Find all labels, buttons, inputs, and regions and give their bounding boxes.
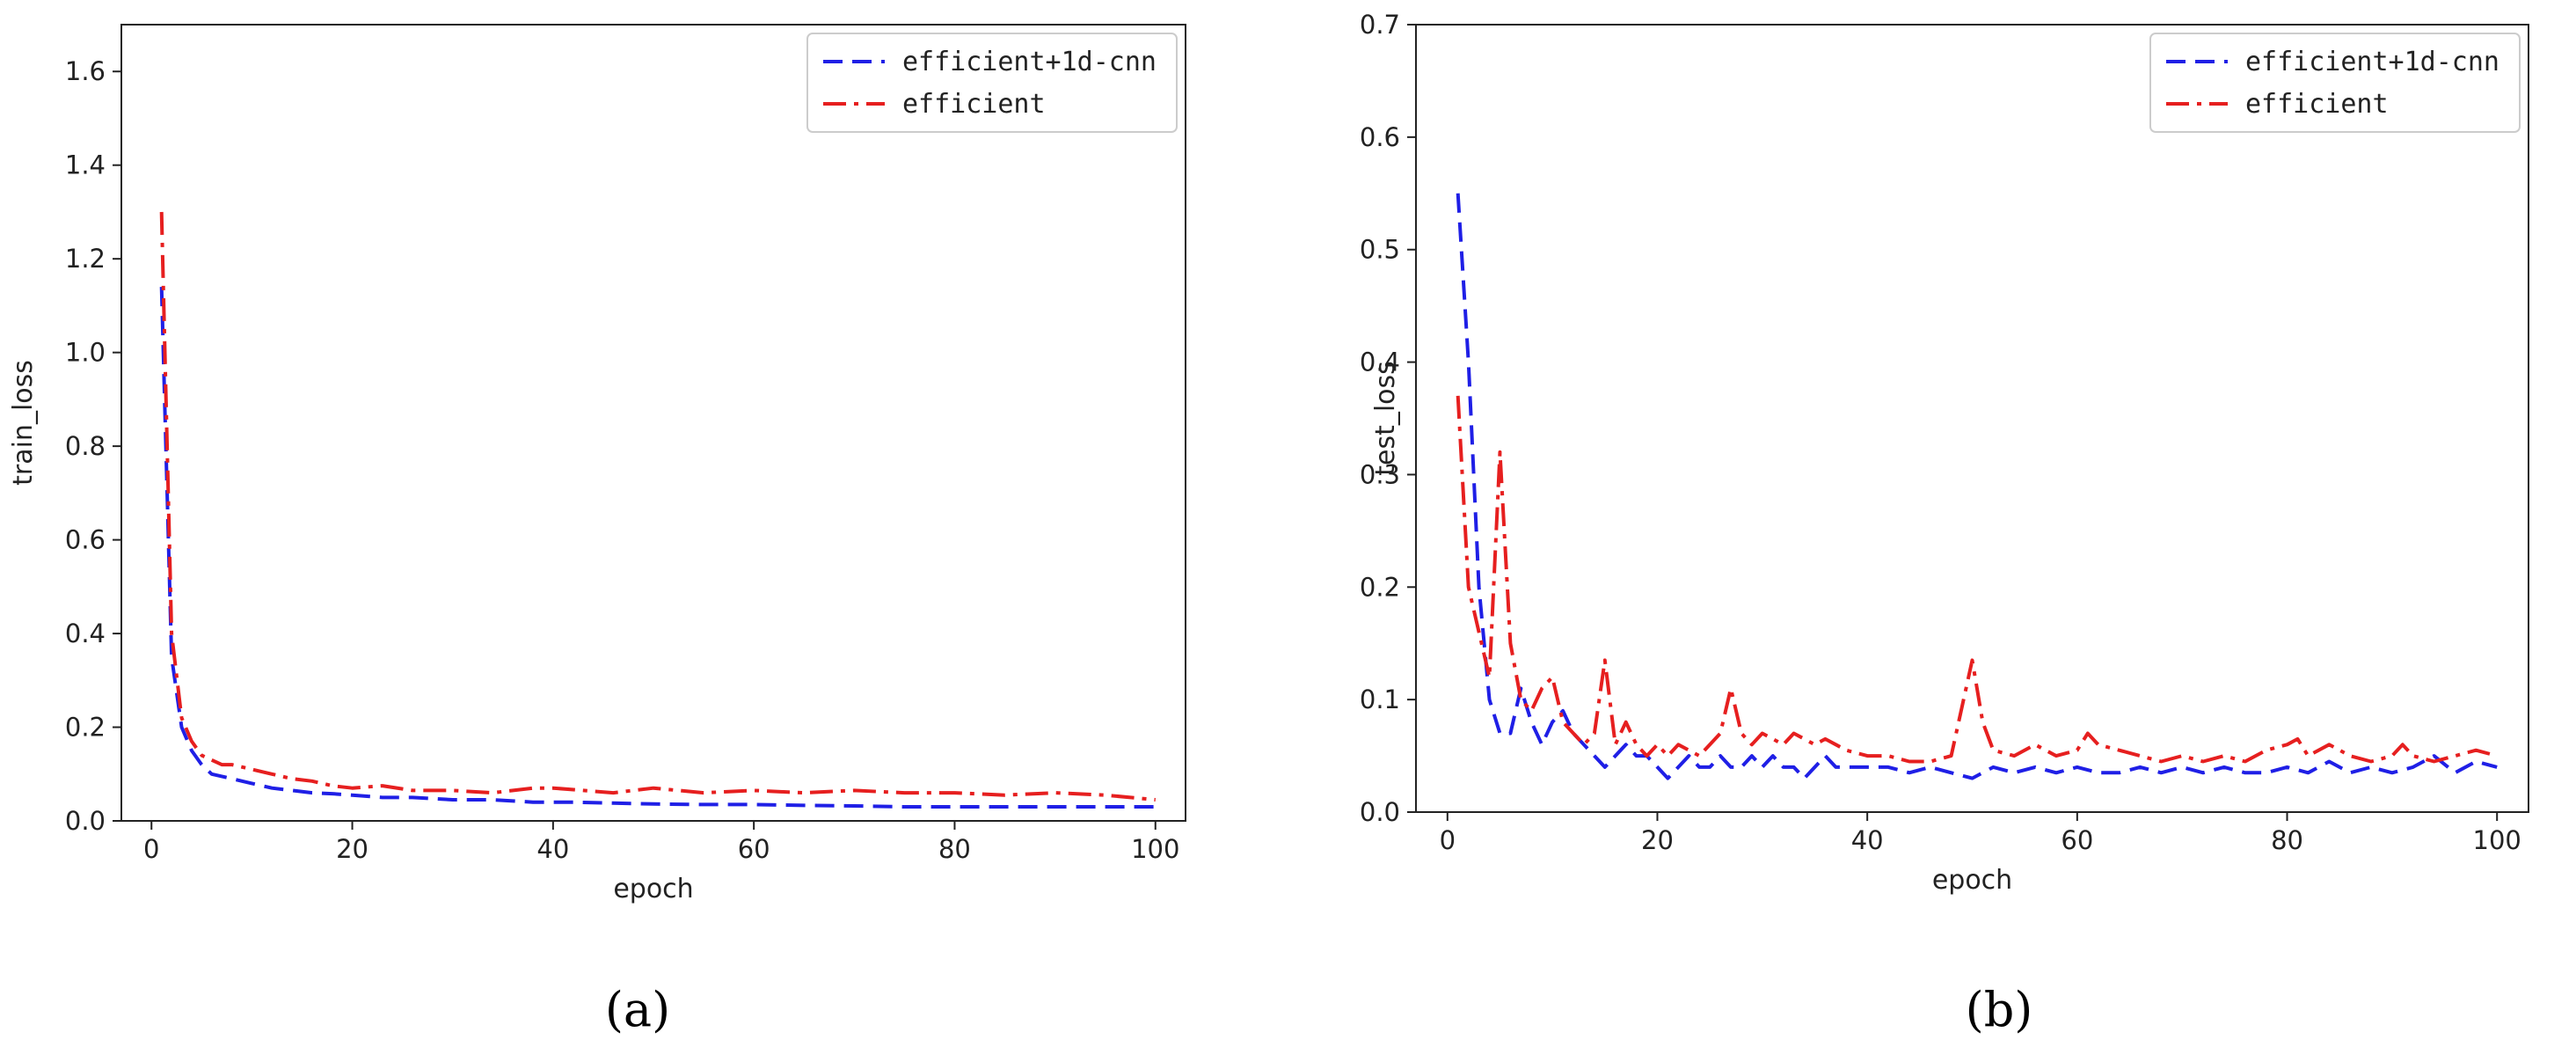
x-tick-label: 100 [1131,834,1179,864]
y-tick-label: 1.4 [65,150,106,180]
plot-frame [1415,24,2529,813]
x-tick-label: 80 [2271,825,2303,855]
y-tick-label: 1.6 [65,56,106,86]
x-tick-label: 40 [1851,825,1884,855]
y-tick-label: 0.4 [65,619,106,648]
chart-panel-b: 0 20 40 60 80 100 0.0 0.1 0.2 0.3 0.4 0.5 0.6 0.7 epoc… [1360,10,2529,896]
y-tick-label: 1.0 [65,338,106,368]
y-tick-label: 0.5 [1360,235,1400,265]
legend-label: efficient+1d-cnn [902,47,1157,77]
x-axis-label: epoch [613,874,693,904]
y-tick-label: 0.2 [65,713,106,743]
caption-b: (b) [1966,982,2033,1037]
x-axis-label: epoch [1932,865,2012,896]
caption-a: (a) [605,982,670,1037]
y-axis-label: test_loss [1370,361,1401,476]
series-line-efficient-1d-cnn [159,287,1156,809]
y-tick-label: 0.1 [1360,685,1400,714]
legend: efficient+1d-cnn efficient [806,33,1178,133]
y-tick-label: 0.8 [65,431,106,461]
y-tick-label: 0.6 [65,525,106,555]
legend-label: efficient [902,89,1046,120]
x-tick-label: 60 [2061,825,2093,855]
x-tick-label: 0 [1440,825,1456,855]
y-tick-label: 0.0 [1360,797,1400,827]
x-tick-label: 100 [2473,825,2521,855]
x-tick-label: 60 [738,834,770,864]
y-tick-label: 0.0 [65,806,106,836]
x-tick-label: 20 [1641,825,1674,855]
y-tick-label: 0.3 [1360,459,1400,489]
x-tick-label: 40 [536,834,569,864]
y-tick-label: 0.7 [1360,10,1400,40]
legend-box [806,33,1178,133]
y-tick-label: 0.4 [1360,348,1400,377]
y-tick-label: 1.2 [65,244,106,274]
y-tick-label: 0.6 [1360,122,1400,152]
x-tick-label: 20 [336,834,369,864]
legend-label: efficient+1d-cnn [2245,47,2499,77]
y-axis-label: train_loss [8,360,39,486]
series-line-efficient [159,211,1156,802]
legend-box [2149,33,2521,133]
series-line-efficient [1456,395,2498,764]
plot-frame [120,24,1186,822]
chart-panel-a: 0 20 40 60 80 100 0.0 0.2 0.4 0.6 0.8 1.0 1.2 1.4 1.6 e… [8,24,1186,904]
x-tick-label: 0 [143,834,159,864]
y-tick-label: 0.2 [1360,572,1400,602]
x-tick-label: 80 [938,834,971,864]
legend: efficient+1d-cnn efficient [2149,33,2521,133]
legend-label: efficient [2245,89,2389,120]
